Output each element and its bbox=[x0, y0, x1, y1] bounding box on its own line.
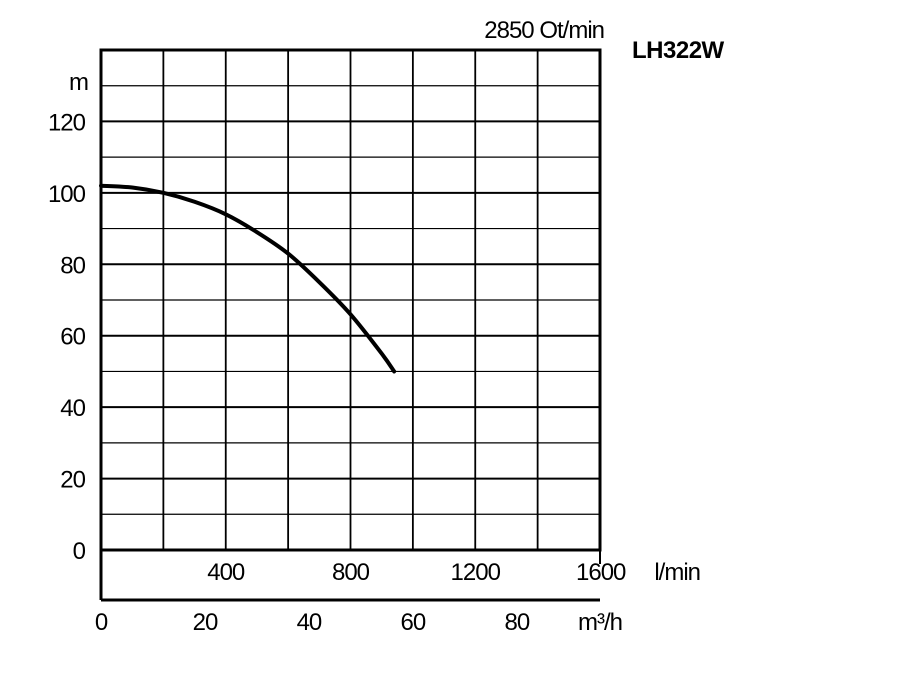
pump-curve-line bbox=[99, 183, 397, 374]
x-lmin-tick-label: 1200 bbox=[451, 559, 501, 586]
x-m3h-tick-label: 40 bbox=[297, 609, 322, 636]
y-tick-label: 120 bbox=[48, 109, 86, 136]
x-lmin-tick-label: 1600 bbox=[576, 559, 626, 586]
x-lmin-tick-label: 400 bbox=[207, 559, 245, 586]
x-lmin-tick-label: 800 bbox=[332, 559, 370, 586]
x-axis-m3h-ticks: 0 20 40 60 80 bbox=[95, 609, 531, 636]
pump-curve-series bbox=[99, 183, 397, 374]
y-axis-ticks: 0 20 40 60 80 100 120 bbox=[48, 109, 87, 565]
y-tick-label: 0 bbox=[73, 538, 86, 565]
y-tick-label: 60 bbox=[60, 324, 85, 351]
plot-border bbox=[99, 48, 602, 552]
x-m3h-tick-label: 0 bbox=[95, 609, 108, 636]
y-tick-label: 100 bbox=[48, 181, 86, 208]
y-tick-label: 20 bbox=[60, 467, 85, 494]
chart-title: LH322W bbox=[632, 37, 725, 64]
x-axis-lmin-unit-label: l/min bbox=[654, 559, 700, 586]
x-m3h-tick-label: 80 bbox=[504, 609, 529, 636]
x-axis-lmin-ticks: 400 800 1200 1600 bbox=[207, 559, 627, 586]
x-axis-m3h-unit-label: m³/h bbox=[578, 609, 622, 636]
y-tick-label: 40 bbox=[60, 395, 85, 422]
y-axis-unit-label: m bbox=[69, 69, 88, 96]
x-m3h-tick-label: 20 bbox=[193, 609, 218, 636]
speed-label: 2850 Ot/min bbox=[484, 17, 604, 44]
grid-lines bbox=[101, 50, 600, 550]
axis-labels: LH322W 2850 Ot/min m l/min m³/h bbox=[69, 17, 725, 636]
x-m3h-tick-label: 60 bbox=[401, 609, 426, 636]
plot-frame bbox=[99, 48, 602, 602]
y-tick-label: 80 bbox=[60, 252, 85, 279]
